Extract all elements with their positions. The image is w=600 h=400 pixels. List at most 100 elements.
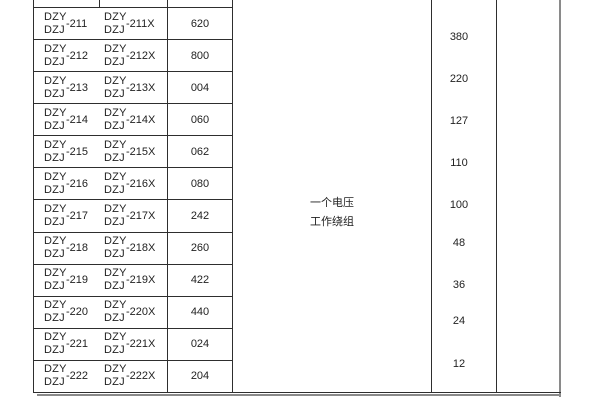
table-row: DZY DZJ -213 DZY DZJ -213X 004 bbox=[33, 72, 232, 105]
series-top-label: DZY bbox=[44, 203, 67, 215]
series-pair: DZY DZJ bbox=[44, 235, 67, 261]
series-bottom-label: DZJ bbox=[104, 183, 125, 196]
voltage-value: 12 bbox=[452, 358, 466, 370]
series-bottom-label: DZJ bbox=[44, 55, 65, 68]
model-suffix-x: -218X bbox=[126, 242, 156, 255]
winding-description-line1: 一个电压 bbox=[310, 197, 354, 209]
series-bottom-label: DZJ bbox=[104, 119, 125, 132]
series-pair: DZY DZJ bbox=[44, 107, 67, 133]
model-suffix: -216 bbox=[66, 177, 89, 190]
code-cell: 060 bbox=[190, 113, 210, 126]
series-top-label: DZY bbox=[44, 10, 67, 23]
series-bottom-label: DZJ bbox=[44, 344, 65, 357]
model-suffix: -220 bbox=[66, 306, 89, 319]
series-bottom-label: DZJ bbox=[104, 344, 125, 357]
voltage-value: 48 bbox=[452, 237, 466, 249]
series-bottom-label: DZJ bbox=[44, 23, 65, 36]
code-cell: 440 bbox=[190, 306, 210, 319]
model-suffix: -213 bbox=[66, 81, 89, 94]
series-bottom-label: DZJ bbox=[104, 23, 125, 36]
voltage-value: 100 bbox=[449, 199, 469, 211]
series-pair: DZY DZJ bbox=[44, 11, 67, 37]
series-bottom-label: DZJ bbox=[44, 87, 65, 100]
series-top-label: DZY bbox=[44, 299, 67, 312]
series-bottom-label: DZJ bbox=[44, 248, 65, 261]
code-cell: 422 bbox=[190, 274, 210, 287]
column-divider-winding-voltage bbox=[431, 0, 432, 393]
table-row: DZY DZJ -220 DZY DZJ -220X 440 bbox=[33, 297, 232, 329]
series-top-label: DZY bbox=[104, 299, 127, 312]
code-cell: 080 bbox=[190, 177, 210, 190]
voltage-value: 24 bbox=[452, 315, 466, 327]
code-cell: 242 bbox=[190, 210, 210, 222]
series-pair: DZY DZJ bbox=[104, 139, 127, 165]
column-divider-voltage-empty bbox=[496, 0, 497, 393]
table-row: DZY DZJ -215 DZY DZJ -215X 062 bbox=[33, 136, 232, 169]
series-top-label: DZY bbox=[104, 74, 127, 87]
model-suffix-x: -217X bbox=[126, 210, 156, 222]
winding-description-line2: 工作绕组 bbox=[310, 216, 354, 228]
table-row: DZY DZJ -212 DZY DZJ -212X 800 bbox=[33, 40, 232, 73]
model-suffix-x: -221X bbox=[126, 338, 156, 351]
series-top-label: DZY bbox=[104, 203, 127, 215]
column-divider-code-winding bbox=[232, 0, 233, 393]
code-cell: 204 bbox=[190, 370, 210, 383]
series-top-label: DZY bbox=[44, 74, 67, 87]
series-bottom-label: DZJ bbox=[44, 216, 65, 228]
series-pair: DZY DZJ bbox=[44, 331, 67, 357]
series-pair: DZY DZJ bbox=[44, 43, 67, 69]
top-row-divider-stub bbox=[99, 0, 100, 8]
model-suffix: -219 bbox=[66, 274, 89, 287]
series-pair: DZY DZJ bbox=[104, 267, 127, 293]
series-bottom-label: DZJ bbox=[44, 119, 65, 132]
table-bottom-border bbox=[33, 392, 561, 393]
series-bottom-label: DZJ bbox=[104, 216, 125, 228]
series-bottom-label: DZJ bbox=[104, 280, 125, 293]
series-pair: DZY DZJ bbox=[104, 107, 127, 133]
series-top-label: DZY bbox=[44, 331, 67, 344]
code-cell: 024 bbox=[190, 338, 210, 351]
code-cell: 062 bbox=[190, 145, 210, 158]
model-suffix-x: -216X bbox=[126, 177, 156, 190]
table-row: DZY DZJ -211 DZY DZJ -211X 620 bbox=[33, 8, 232, 41]
voltage-value: 36 bbox=[452, 279, 466, 291]
series-bottom-label: DZJ bbox=[104, 87, 125, 100]
series-bottom-label: DZJ bbox=[104, 55, 125, 68]
table-left-border bbox=[33, 0, 34, 393]
series-top-label: DZY bbox=[44, 138, 67, 151]
table-bottom-shadow-border bbox=[37, 394, 561, 396]
model-suffix-x: -219X bbox=[126, 274, 156, 287]
code-cell: 004 bbox=[190, 81, 210, 94]
series-top-label: DZY bbox=[104, 331, 127, 344]
series-top-label: DZY bbox=[44, 106, 67, 119]
series-pair: DZY DZJ bbox=[44, 75, 67, 101]
series-top-label: DZY bbox=[104, 106, 127, 119]
model-suffix: -222 bbox=[66, 370, 89, 383]
series-pair: DZY DZJ bbox=[104, 171, 127, 197]
series-pair: DZY DZJ bbox=[104, 235, 127, 261]
series-bottom-label: DZJ bbox=[44, 376, 65, 389]
voltage-value: 110 bbox=[450, 157, 468, 169]
series-top-label: DZY bbox=[104, 170, 127, 183]
series-pair: DZY DZJ bbox=[44, 299, 67, 325]
model-suffix: -218 bbox=[66, 242, 89, 255]
model-suffix-x: -214X bbox=[126, 113, 156, 126]
series-bottom-label: DZJ bbox=[104, 376, 125, 389]
code-cell: 260 bbox=[190, 242, 210, 255]
series-pair: DZY DZJ bbox=[44, 171, 67, 197]
table-row: DZY DZJ -217 DZY DZJ -217X 242 bbox=[33, 200, 232, 233]
table-row: DZY DZJ -219 DZY DZJ -219X 422 bbox=[33, 265, 232, 297]
series-top-label: DZY bbox=[44, 235, 67, 248]
series-bottom-label: DZJ bbox=[104, 151, 125, 164]
series-top-label: DZY bbox=[104, 235, 127, 248]
series-bottom-label: DZJ bbox=[104, 312, 125, 325]
series-pair: DZY DZJ bbox=[44, 267, 67, 293]
model-suffix-x: -213X bbox=[126, 81, 156, 94]
model-suffix: -215 bbox=[66, 145, 89, 158]
voltage-value: 127 bbox=[449, 115, 469, 127]
series-bottom-label: DZJ bbox=[104, 248, 125, 261]
code-cell: 800 bbox=[190, 49, 210, 62]
model-rows-section: DZY DZJ -211 DZY DZJ -211X 620 DZY DZJ -212… bbox=[33, 7, 232, 392]
series-top-label: DZY bbox=[104, 138, 127, 151]
